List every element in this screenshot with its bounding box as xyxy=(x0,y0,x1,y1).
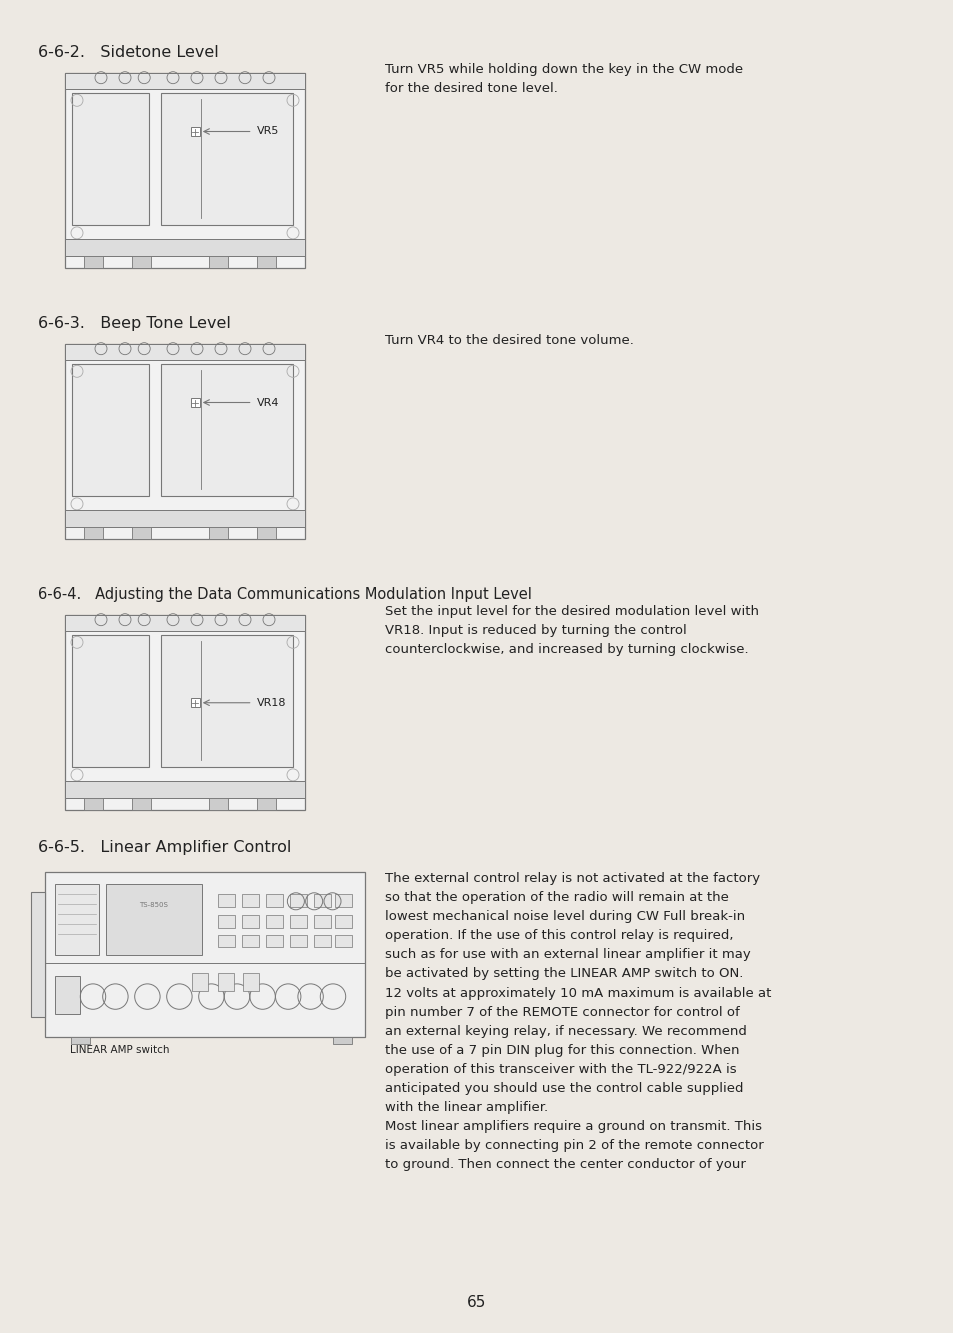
Bar xyxy=(84,798,103,810)
Bar xyxy=(72,635,149,766)
Text: 6-6-5.   Linear Amplifier Control: 6-6-5. Linear Amplifier Control xyxy=(38,840,291,854)
Bar xyxy=(191,127,199,136)
Bar xyxy=(72,92,149,225)
Bar xyxy=(65,73,305,88)
Bar xyxy=(161,92,293,225)
Bar xyxy=(84,528,103,539)
Bar xyxy=(132,528,152,539)
Text: The external control relay is not activated at the factory
so that the operation: The external control relay is not activa… xyxy=(385,872,760,980)
Bar xyxy=(191,698,199,708)
Text: 65: 65 xyxy=(467,1294,486,1310)
Text: VR4: VR4 xyxy=(256,397,279,408)
Text: VR5: VR5 xyxy=(256,127,278,136)
Text: 6-6-3.   Beep Tone Level: 6-6-3. Beep Tone Level xyxy=(38,316,231,331)
Bar xyxy=(161,635,293,766)
Bar xyxy=(132,798,152,810)
Bar xyxy=(84,256,103,268)
Bar xyxy=(335,894,352,906)
Bar xyxy=(65,344,305,360)
Text: Set the input level for the desired modulation level with
VR18. Input is reduced: Set the input level for the desired modu… xyxy=(385,605,759,656)
Bar xyxy=(54,976,80,1014)
Bar xyxy=(65,615,305,810)
Bar xyxy=(161,364,293,496)
Bar xyxy=(314,894,331,906)
Bar xyxy=(242,916,259,928)
Bar xyxy=(314,934,331,948)
Bar xyxy=(209,798,228,810)
Bar xyxy=(209,256,228,268)
Bar xyxy=(30,892,45,1017)
Bar xyxy=(256,528,276,539)
Bar xyxy=(256,256,276,268)
Bar xyxy=(191,399,199,407)
Text: VR18: VR18 xyxy=(256,697,286,708)
Bar xyxy=(242,934,259,948)
Bar xyxy=(266,934,283,948)
Bar xyxy=(266,916,283,928)
Bar xyxy=(71,1037,90,1044)
Bar xyxy=(54,884,99,954)
Bar xyxy=(65,239,305,256)
Bar xyxy=(266,894,283,906)
Bar xyxy=(243,973,259,990)
Bar xyxy=(132,256,152,268)
Bar xyxy=(256,798,276,810)
Bar xyxy=(290,916,307,928)
Bar xyxy=(242,894,259,906)
Bar xyxy=(65,615,305,631)
Text: 6-6-2.   Sidetone Level: 6-6-2. Sidetone Level xyxy=(38,45,218,60)
Bar xyxy=(217,973,233,990)
Bar xyxy=(65,73,305,268)
Text: LINEAR AMP switch: LINEAR AMP switch xyxy=(70,1045,170,1054)
Bar xyxy=(106,884,202,954)
Bar xyxy=(290,894,307,906)
Bar xyxy=(72,364,149,496)
Bar xyxy=(335,916,352,928)
Text: 6-6-4.   Adjusting the Data Communications Modulation Input Level: 6-6-4. Adjusting the Data Communications… xyxy=(38,587,532,603)
Bar xyxy=(192,973,208,990)
Text: 12 volts at approximately 10 mA maximum is available at
pin number 7 of the REMO: 12 volts at approximately 10 mA maximum … xyxy=(385,986,771,1170)
Bar xyxy=(218,916,235,928)
Text: Turn VR5 while holding down the key in the CW mode
for the desired tone level.: Turn VR5 while holding down the key in t… xyxy=(385,63,742,95)
Bar xyxy=(218,894,235,906)
Bar xyxy=(65,781,305,798)
Bar xyxy=(65,344,305,539)
Text: Turn VR4 to the desired tone volume.: Turn VR4 to the desired tone volume. xyxy=(385,335,633,347)
Bar xyxy=(209,528,228,539)
Bar xyxy=(335,934,352,948)
Bar xyxy=(218,934,235,948)
Text: TS-850S: TS-850S xyxy=(139,902,168,908)
Bar xyxy=(290,934,307,948)
Bar xyxy=(314,916,331,928)
Bar xyxy=(333,1037,352,1044)
Bar xyxy=(65,509,305,528)
Bar xyxy=(45,872,365,1037)
